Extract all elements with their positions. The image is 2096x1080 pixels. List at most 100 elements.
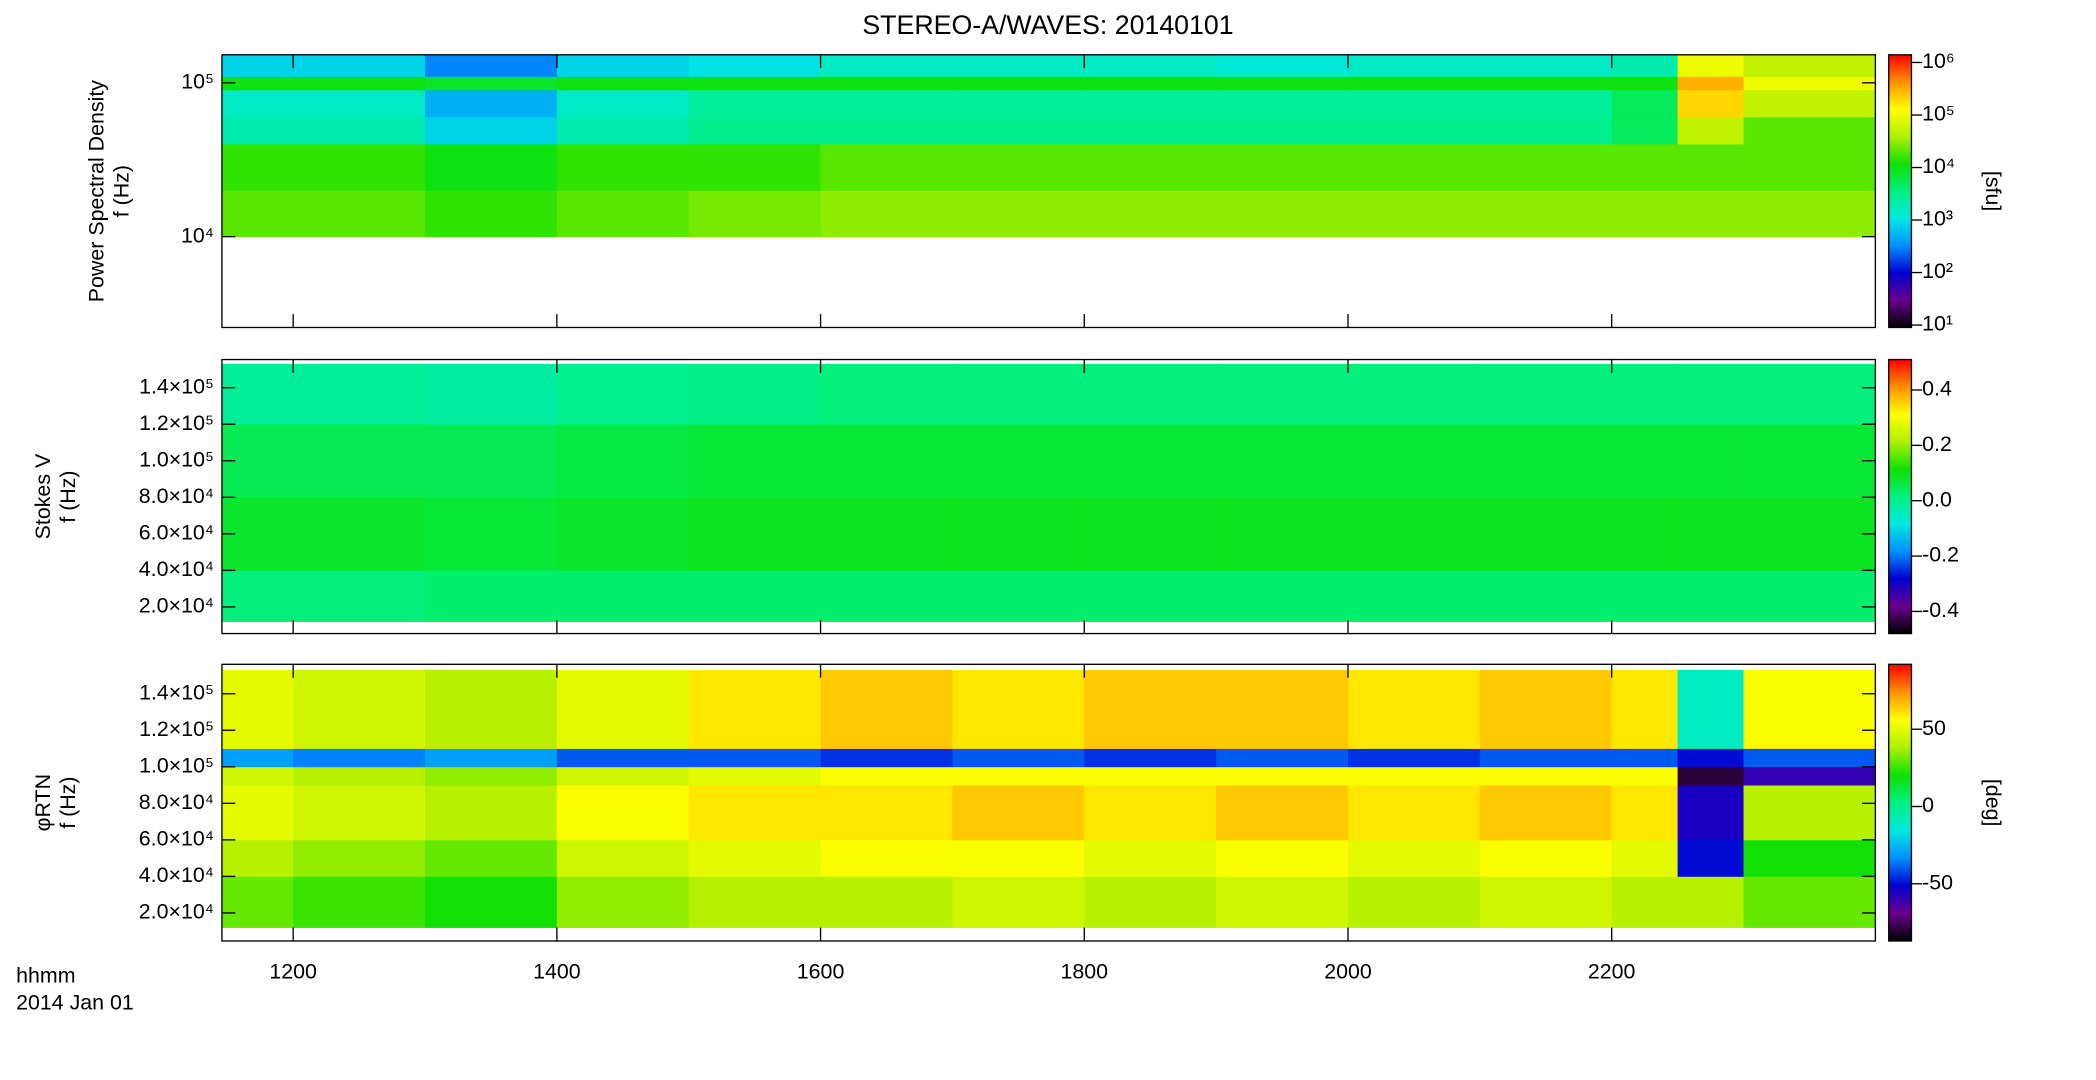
heatmap-cell bbox=[1216, 76, 1349, 91]
heatmap-cell bbox=[688, 424, 821, 498]
heatmap-cell bbox=[820, 669, 953, 749]
colorbar-tick-label: -0.4 bbox=[1922, 598, 1959, 622]
colorbar-tick-label: 0.4 bbox=[1922, 377, 1952, 401]
heatmap-cell bbox=[1347, 839, 1481, 877]
heatmap-cell bbox=[688, 748, 821, 768]
heatmap-cell bbox=[688, 54, 821, 77]
heatmap-cell bbox=[1611, 363, 1679, 425]
y-axis-label: f (Hz) bbox=[110, 165, 134, 217]
plot-frame bbox=[221, 358, 1877, 635]
heatmap-cell bbox=[1743, 190, 1876, 238]
heatmap-cell bbox=[1677, 116, 1744, 145]
heatmap-cell bbox=[1216, 190, 1349, 238]
heatmap-cell bbox=[425, 363, 558, 425]
heatmap-cell bbox=[293, 76, 426, 91]
heatmap-cell bbox=[952, 89, 1085, 118]
heatmap-cell bbox=[1677, 766, 1744, 786]
heatmap-cell bbox=[425, 785, 558, 841]
heatmap-cell bbox=[1479, 76, 1613, 91]
heatmap-cell bbox=[425, 89, 558, 118]
heatmap-cell bbox=[1479, 424, 1613, 498]
heatmap-cell bbox=[1743, 785, 1876, 841]
heatmap-cell bbox=[1611, 570, 1679, 622]
heatmap-cell bbox=[1479, 54, 1613, 77]
heatmap-cell bbox=[1611, 497, 1679, 571]
heatmap-cell bbox=[1347, 570, 1481, 622]
heatmap-cell bbox=[820, 116, 953, 145]
heatmap-cell bbox=[688, 363, 821, 425]
heatmap-cell bbox=[425, 497, 558, 571]
heatmap-cell bbox=[221, 669, 294, 749]
heatmap-cell bbox=[1611, 766, 1679, 786]
heatmap-cell bbox=[952, 785, 1085, 841]
plot-frame bbox=[221, 54, 1877, 329]
y-axis-label: Stokes V bbox=[31, 453, 55, 539]
y-tick-label: 10⁵ bbox=[181, 69, 214, 93]
colorbar-tick-label: 10⁶ bbox=[1922, 49, 1955, 73]
heatmap-cell bbox=[688, 785, 821, 841]
heatmap-cell bbox=[1677, 89, 1744, 118]
x-tick-label: 1600 bbox=[797, 960, 845, 984]
y-tick-label: 1.2×10⁵ bbox=[139, 717, 214, 741]
heatmap-cell bbox=[688, 497, 821, 571]
heatmap-cell bbox=[1084, 785, 1217, 841]
heatmap-cell bbox=[425, 839, 558, 877]
heatmap-cell bbox=[1611, 144, 1679, 191]
colorbar bbox=[1888, 54, 1913, 329]
heatmap-cell bbox=[221, 76, 294, 91]
heatmap-cell bbox=[952, 876, 1085, 928]
heatmap-cell bbox=[1479, 876, 1613, 928]
heatmap-cell bbox=[952, 766, 1085, 786]
heatmap-cell bbox=[221, 748, 294, 768]
heatmap-cell bbox=[1677, 785, 1744, 841]
heatmap-cell bbox=[556, 669, 690, 749]
heatmap-cell bbox=[425, 54, 558, 77]
heatmap-cell bbox=[556, 116, 690, 145]
heatmap-cell bbox=[556, 748, 690, 768]
heatmap-cell bbox=[688, 116, 821, 145]
heatmap-cell bbox=[556, 76, 690, 91]
heatmap-cell bbox=[293, 54, 426, 77]
heatmap-cell bbox=[425, 748, 558, 768]
heatmap-cell bbox=[221, 89, 294, 118]
heatmap-cell bbox=[1743, 76, 1876, 91]
heatmap-cell bbox=[1216, 144, 1349, 191]
heatmap-cell bbox=[293, 876, 426, 928]
heatmap-cell bbox=[1677, 669, 1744, 749]
heatmap-cell bbox=[952, 76, 1085, 91]
heatmap-cell bbox=[952, 669, 1085, 749]
colorbar-tick-label: 0 bbox=[1922, 793, 1934, 817]
heatmap-cell bbox=[820, 363, 953, 425]
colorbar-tick-label: -50 bbox=[1922, 870, 1953, 894]
x-tick-label: 2000 bbox=[1324, 960, 1372, 984]
heatmap-cell bbox=[556, 54, 690, 77]
colorbar-tick-label: -0.2 bbox=[1922, 543, 1959, 567]
heatmap-cell bbox=[1216, 839, 1349, 877]
heatmap-cell bbox=[1347, 766, 1481, 786]
heatmap-cell bbox=[1743, 424, 1876, 498]
y-tick-label: 1.0×10⁵ bbox=[139, 753, 214, 777]
heatmap-cell bbox=[688, 144, 821, 191]
heatmap-cell bbox=[1347, 424, 1481, 498]
heatmap-cell bbox=[820, 876, 953, 928]
heatmap-cell bbox=[952, 748, 1085, 768]
y-tick-label: 10⁴ bbox=[181, 223, 214, 247]
colorbar-label: [sfu] bbox=[1981, 171, 2005, 211]
heatmap-cell bbox=[1479, 116, 1613, 145]
heatmap-cell bbox=[293, 669, 426, 749]
heatmap-cell bbox=[293, 839, 426, 877]
heatmap-cell bbox=[688, 839, 821, 877]
heatmap-cell bbox=[1479, 89, 1613, 118]
heatmap-cell bbox=[1084, 570, 1217, 622]
heatmap-cell bbox=[1677, 497, 1744, 571]
heatmap-cell bbox=[1677, 876, 1744, 928]
heatmap-cell bbox=[293, 144, 426, 191]
heatmap-cell bbox=[1611, 54, 1679, 77]
heatmap-cell bbox=[820, 424, 953, 498]
heatmap-cell bbox=[556, 766, 690, 786]
heatmap-cell bbox=[1677, 54, 1744, 77]
heatmap-cell bbox=[1084, 363, 1217, 425]
heatmap-cell bbox=[1084, 497, 1217, 571]
heatmap-cell bbox=[1479, 570, 1613, 622]
heatmap-cell bbox=[425, 116, 558, 145]
